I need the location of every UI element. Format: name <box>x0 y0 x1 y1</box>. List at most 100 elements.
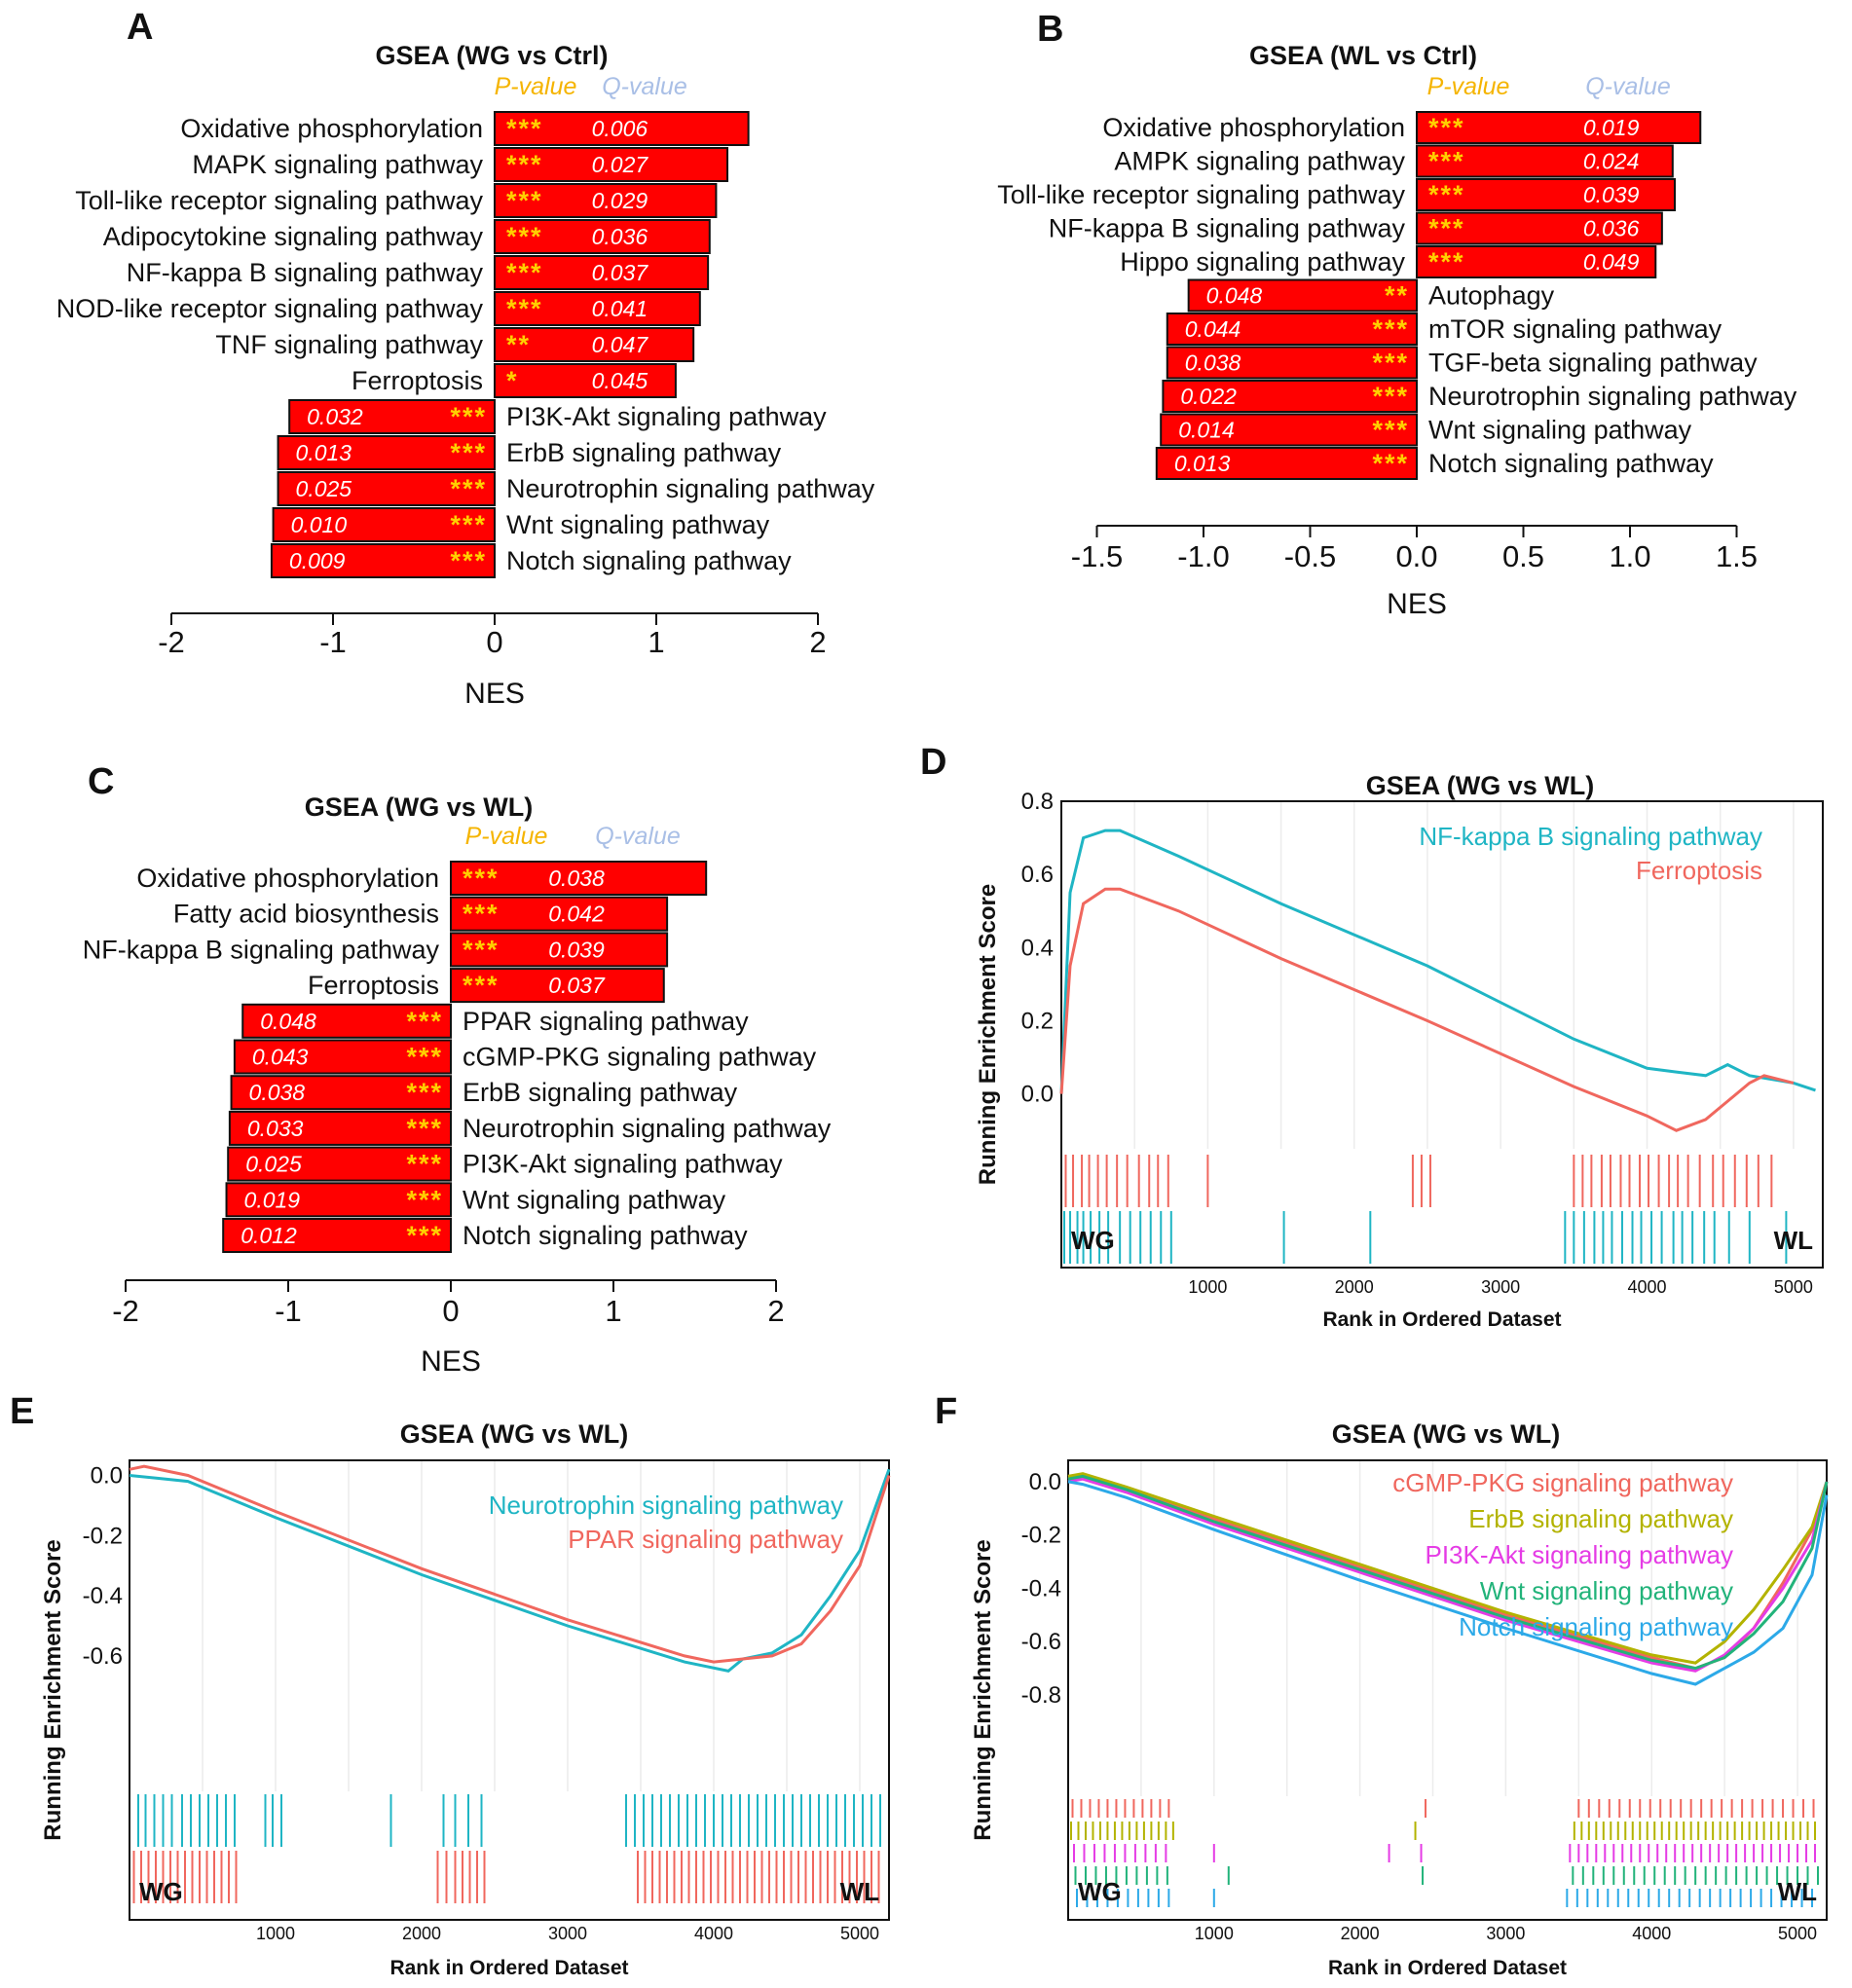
group-label-right: WL <box>1774 1226 1814 1255</box>
header-pvalue: P-value <box>1427 73 1510 100</box>
plot-frame <box>1067 1459 1828 1921</box>
pathway-label: ErbB signaling pathway <box>463 1078 738 1107</box>
enrichment-curve <box>1067 1477 1829 1673</box>
nes-bar <box>277 471 496 506</box>
x-tick-label: 4000 <box>694 1924 733 1943</box>
nes-bar <box>230 1075 452 1111</box>
x-axis-title: Rank in Ordered Dataset <box>1328 1957 1567 1979</box>
nes-bar <box>1416 144 1674 178</box>
nes-bar <box>227 1146 452 1182</box>
nes-bar <box>494 255 710 290</box>
pathway-label: Neurotrophin signaling pathway <box>506 474 875 503</box>
nes-bar <box>450 932 669 968</box>
pvalue-stars: *** <box>1372 382 1409 411</box>
nes-bar <box>1416 178 1676 211</box>
nes-bar <box>1187 278 1419 313</box>
x-tick-label: -1.0 <box>1177 539 1229 573</box>
pvalue-stars: *** <box>406 1007 443 1036</box>
qvalue-label: 0.048 <box>260 1009 316 1034</box>
pathway-label: Neurotrophin signaling pathway <box>1428 382 1797 411</box>
x-tick-label: 1000 <box>1195 1924 1234 1943</box>
qvalue-label: 0.029 <box>592 188 648 213</box>
plot-frame <box>1060 800 1824 1269</box>
x-tick-label: 1.5 <box>1716 539 1758 573</box>
qvalue-label: 0.038 <box>548 865 605 891</box>
legend-entry: PPAR signaling pathway <box>568 1525 843 1554</box>
qvalue-label: 0.024 <box>1583 149 1640 174</box>
y-tick-label: -0.6 <box>1021 1629 1061 1655</box>
nes-bar <box>494 291 701 326</box>
pathway-label: PPAR signaling pathway <box>463 1007 749 1036</box>
pvalue-stars: *** <box>450 510 487 539</box>
nes-bar <box>228 1110 452 1146</box>
pathway-label: Oxidative phosphorylation <box>1102 113 1405 142</box>
pathway-label: ErbB signaling pathway <box>506 438 782 467</box>
nes-bar <box>277 435 496 470</box>
pathway-label: NOD-like receptor signaling pathway <box>56 294 484 323</box>
x-axis-title: NES <box>1387 588 1447 620</box>
pathway-label: TGF-beta signaling pathway <box>1428 349 1758 378</box>
nes-bar <box>1416 211 1663 245</box>
panel-title-a: GSEA (WG vs Ctrl) <box>375 41 608 70</box>
pathway-label: NF-kappa B signaling pathway <box>127 258 484 287</box>
nes-bar <box>1162 380 1418 413</box>
pathway-label: PI3K-Akt signaling pathway <box>463 1150 783 1179</box>
nes-bar <box>225 1182 452 1218</box>
qvalue-label: 0.025 <box>296 476 352 501</box>
pathway-label: Notch signaling pathway <box>506 546 792 575</box>
pvalue-stars: *** <box>406 1185 443 1214</box>
pathway-label: Notch signaling pathway <box>463 1221 748 1250</box>
panel-label-d: D <box>920 742 946 783</box>
qvalue-label: 0.037 <box>548 973 606 998</box>
qvalue-label: 0.012 <box>241 1223 297 1248</box>
pvalue-stars: ** <box>506 330 531 359</box>
legend-entry: Notch signaling pathway <box>1459 1612 1733 1641</box>
qvalue-label: 0.022 <box>1180 384 1237 409</box>
panel-label-f: F <box>935 1391 957 1432</box>
x-tick-label: -2 <box>158 625 185 659</box>
nes-bar <box>494 327 695 362</box>
y-tick-label: -0.2 <box>1021 1523 1061 1549</box>
qvalue-label: 0.036 <box>592 224 648 249</box>
panel-label-b: B <box>1037 9 1063 50</box>
qvalue-label: 0.038 <box>249 1080 306 1105</box>
pvalue-stars: *** <box>450 474 487 503</box>
legend-entry: NF-kappa B signaling pathway <box>1419 822 1762 851</box>
panel-title-e: GSEA (WG vs WL) <box>400 1419 629 1449</box>
y-tick-label: 0.4 <box>1021 935 1054 961</box>
qvalue-label: 0.041 <box>592 296 648 321</box>
nes-bar <box>450 896 669 932</box>
panel-label-e: E <box>10 1391 34 1432</box>
header-pvalue: P-value <box>465 823 548 850</box>
group-label-right: WL <box>1778 1877 1818 1906</box>
enrichment-curve <box>129 1464 891 1664</box>
x-axis-title: Rank in Ordered Dataset <box>1322 1308 1561 1331</box>
qvalue-label: 0.019 <box>244 1187 301 1212</box>
header-qvalue: Q-value <box>602 73 687 100</box>
y-tick-label: -0.6 <box>83 1643 123 1670</box>
y-tick-label: 0.2 <box>1021 1008 1054 1034</box>
enrichment-plot-e: Neurotrophin signaling pathway PPAR signa… <box>40 1459 891 1979</box>
x-tick-label: -0.5 <box>1284 539 1336 573</box>
nes-bar <box>222 1218 452 1253</box>
pathway-label: Wnt signaling pathway <box>463 1185 726 1214</box>
pathway-label: NF-kappa B signaling pathway <box>1049 214 1406 243</box>
header-pvalue: P-value <box>495 73 577 100</box>
pathway-label: Wnt signaling pathway <box>506 510 770 539</box>
x-tick-label: 5000 <box>1774 1277 1813 1297</box>
qvalue-label: 0.027 <box>592 152 649 177</box>
panel-title-f: GSEA (WG vs WL) <box>1332 1419 1561 1449</box>
nes-bar <box>272 507 496 542</box>
nes-bar <box>1160 413 1418 447</box>
panel-label-a: A <box>127 7 153 48</box>
pathway-label: Wnt signaling pathway <box>1428 416 1692 445</box>
x-tick-label: 0 <box>486 625 502 659</box>
panel-title-c: GSEA (WG vs WL) <box>305 792 534 822</box>
qvalue-label: 0.019 <box>1583 115 1640 140</box>
qvalue-label: 0.006 <box>592 116 648 141</box>
pvalue-stars: *** <box>463 971 500 1000</box>
qvalue-label: 0.013 <box>296 440 352 465</box>
x-tick-label: -1 <box>275 1294 302 1328</box>
